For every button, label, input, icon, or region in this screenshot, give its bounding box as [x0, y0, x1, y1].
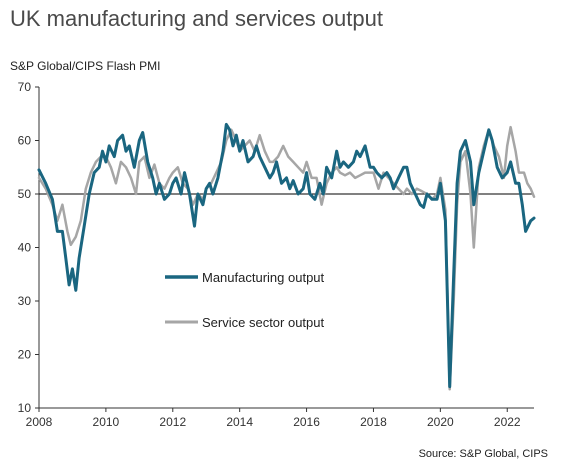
series-group	[37, 122, 536, 391]
x-tick-label: 2022	[494, 415, 521, 429]
legend: Manufacturing output Service sector outpu…	[165, 270, 325, 330]
y-tick-label: 20	[18, 348, 32, 362]
y-tick-label: 40	[18, 241, 32, 255]
axes: 10 20 30 40 50 60 70 2008 2010 2012 2014 2016 2018 20…	[18, 80, 534, 429]
chart-title: UK manufacturing and services output	[10, 6, 383, 31]
source-note: Source: S&P Global, CIPS	[418, 448, 548, 460]
x-tick-label: 2010	[93, 415, 120, 429]
y-tick-label: 70	[18, 80, 32, 94]
manufacturing-output-line	[37, 122, 536, 389]
y-tick-label: 50	[18, 187, 32, 201]
legend-manufacturing-label: Manufacturing output	[202, 270, 325, 285]
x-tick-label: 2012	[159, 415, 186, 429]
y-tick-label: 10	[18, 401, 32, 415]
chart-subtitle: S&P Global/CIPS Flash PMI	[10, 59, 161, 73]
legend-services-label: Service sector output	[202, 315, 325, 330]
x-tick-label: 2020	[427, 415, 454, 429]
x-tick-label: 2014	[226, 415, 253, 429]
y-tick-label: 30	[18, 294, 32, 308]
y-tick-label: 60	[18, 134, 32, 148]
x-tick-label: 2018	[360, 415, 387, 429]
x-tick-label: 2016	[293, 415, 320, 429]
x-tick-label: 2008	[26, 415, 53, 429]
service-sector-output-line	[37, 125, 536, 391]
